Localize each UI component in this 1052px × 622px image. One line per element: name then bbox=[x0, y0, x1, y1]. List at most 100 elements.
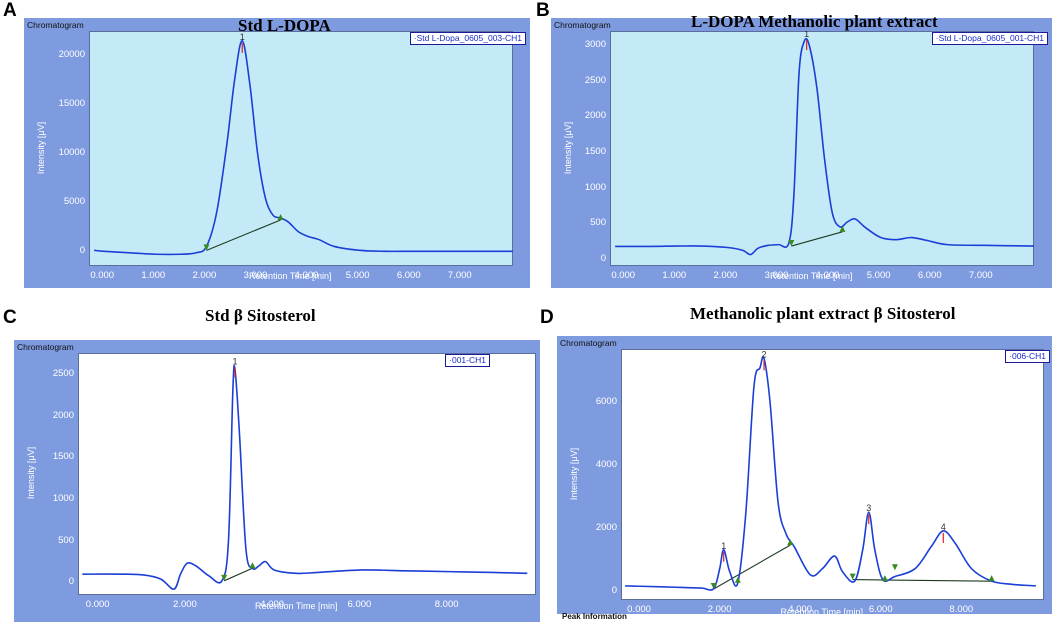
integration-marker bbox=[788, 240, 795, 247]
integration-marker bbox=[839, 225, 846, 232]
chart-frame: Chromatogram 1 ·Std L-Dopa_0605_001-CH1 0 5… bbox=[551, 18, 1052, 288]
y-tick-label: 6000 bbox=[595, 396, 617, 408]
chart-svg: 1 2 3 4 bbox=[625, 349, 1036, 591]
y-tick-label: 1500 bbox=[584, 146, 606, 158]
x-tick-label: 7.000 bbox=[447, 270, 472, 281]
y-tick-label: 2000 bbox=[595, 521, 617, 533]
integration-marker bbox=[221, 574, 228, 581]
panel-letter: B bbox=[536, 0, 550, 21]
legend: ·Std L-Dopa_0605_003-CH1 bbox=[409, 32, 526, 45]
y-axis-label: Intensity [μV] bbox=[563, 121, 573, 174]
x-axis-label: Retention Time [min] bbox=[780, 607, 864, 617]
x-tick-label: 6.000 bbox=[396, 270, 421, 281]
baseline-segment bbox=[713, 544, 791, 590]
y-tick-label: 0 bbox=[79, 245, 85, 257]
x-axis-label: Retention Time [min] bbox=[249, 271, 332, 281]
x-tick-label: 8.000 bbox=[434, 599, 459, 610]
y-tick-label: 0 bbox=[611, 584, 617, 596]
x-tick-label: 0.000 bbox=[90, 270, 115, 281]
legend: ·001-CH1 bbox=[445, 354, 490, 367]
plot-area bbox=[610, 31, 1034, 266]
legend: ·006-CH1 bbox=[1005, 350, 1050, 363]
chromatogram-trace bbox=[615, 37, 1034, 256]
x-tick-label: 3.000 bbox=[243, 270, 268, 281]
y-axis-label: Intensity [μV] bbox=[36, 121, 46, 174]
x-tick-label: 2.000 bbox=[173, 599, 197, 610]
peak-label: 1 bbox=[240, 32, 245, 42]
y-tick-label: 5000 bbox=[63, 196, 85, 208]
peak-label: 1 bbox=[804, 29, 809, 39]
x-tick-label: 7.000 bbox=[968, 270, 993, 281]
plot-area bbox=[89, 31, 513, 266]
panel-a: A Chromatogram 1 ·Std L-Dopa_0605_003-CH1… bbox=[0, 0, 530, 300]
plot-area bbox=[621, 349, 1044, 600]
x-tick-label: 8.000 bbox=[949, 604, 974, 615]
y-tick-label: 1000 bbox=[584, 181, 606, 193]
peak-label: 4 bbox=[941, 522, 946, 532]
peak-label: 2 bbox=[762, 349, 767, 359]
x-tick-label: 6.000 bbox=[868, 604, 893, 615]
integration-marker bbox=[734, 576, 741, 583]
x-tick-label: 2.000 bbox=[713, 270, 738, 281]
integration-marker bbox=[881, 575, 888, 582]
peak-label: 3 bbox=[866, 503, 871, 513]
x-axis-label: Retention Time [min] bbox=[255, 601, 338, 611]
y-tick-label: 1500 bbox=[52, 451, 74, 463]
integration-marker bbox=[277, 213, 284, 220]
y-tick-label: 3000 bbox=[584, 39, 606, 51]
legend: ·Std L-Dopa_0605_001-CH1 bbox=[931, 32, 1048, 45]
y-tick-label: 1000 bbox=[52, 493, 74, 505]
panel-letter: C bbox=[3, 307, 17, 328]
y-tick-label: 15000 bbox=[58, 98, 85, 110]
x-tick-label: 4.000 bbox=[815, 270, 840, 281]
y-tick-label: 500 bbox=[58, 534, 74, 546]
baseline-segment bbox=[791, 231, 843, 247]
x-tick-label: 0.000 bbox=[611, 270, 636, 281]
panel-c: C Chromatogram 1 ·001-CH1 0 500 1000 1500 2000… bbox=[0, 302, 540, 622]
x-tick-label: 1.000 bbox=[141, 270, 166, 281]
x-tick-label: 5.000 bbox=[866, 270, 891, 281]
y-tick-label: 20000 bbox=[58, 49, 85, 61]
integration-marker bbox=[787, 539, 794, 546]
chart-title: L-DOPA Methanolic plant extract bbox=[691, 12, 938, 31]
panel-d: D Chromatogram 1 2 3 4 ·006-CH1 0 2000 4000 6000… bbox=[540, 302, 1052, 622]
y-axis-label: Intensity [μV] bbox=[26, 446, 36, 500]
y-tick-label: 500 bbox=[590, 217, 606, 229]
chromatogram-trace bbox=[94, 39, 513, 256]
chromatogram-label: Chromatogram bbox=[17, 342, 74, 352]
chromatogram-label: Chromatogram bbox=[27, 20, 84, 30]
x-tick-label: 1.000 bbox=[662, 270, 687, 281]
chromatogram-trace bbox=[625, 355, 1036, 591]
x-tick-label: 3.000 bbox=[764, 270, 789, 281]
baseline-segment bbox=[852, 579, 992, 582]
x-tick-label: 6.000 bbox=[347, 599, 372, 610]
x-tick-label: 4.000 bbox=[260, 599, 285, 610]
chart-title: Std β Sitosterol bbox=[205, 306, 316, 325]
y-tick-label: 2500 bbox=[584, 74, 606, 86]
plot-area bbox=[78, 353, 536, 595]
y-tick-label: 2000 bbox=[52, 409, 74, 421]
x-tick-label: 5.000 bbox=[345, 270, 370, 281]
x-tick-label: 0.000 bbox=[627, 604, 651, 615]
chart-frame: Chromatogram 1 2 3 4 ·006-CH1 0 2000 4000 6000 0.… bbox=[557, 336, 1052, 617]
y-tick-label: 4000 bbox=[595, 459, 617, 471]
y-tick-label: 0 bbox=[600, 252, 606, 264]
chart-title: Std L-DOPA bbox=[238, 16, 331, 35]
chart-title: Methanolic plant extract β Sitosterol bbox=[690, 304, 956, 323]
peak-label: 1 bbox=[721, 541, 726, 551]
chart-svg: 1 bbox=[94, 32, 513, 256]
chart-svg: 1 bbox=[615, 29, 1034, 256]
peak-label: 1 bbox=[233, 357, 238, 367]
integration-marker bbox=[849, 573, 856, 580]
x-tick-label: 4.000 bbox=[788, 604, 813, 615]
panel-b: B Chromatogram 1 ·Std L-Dopa_0605_001-CH1… bbox=[533, 0, 1052, 300]
x-tick-label: 2.000 bbox=[192, 270, 217, 281]
x-axis-label: Retention Time [min] bbox=[770, 271, 853, 281]
chromatogram-label: Chromatogram bbox=[560, 338, 617, 348]
baseline-segment bbox=[206, 219, 281, 251]
y-axis-label: Intensity [μV] bbox=[569, 447, 579, 500]
integration-marker bbox=[710, 583, 717, 590]
chromatogram-label: Chromatogram bbox=[554, 20, 611, 30]
x-tick-label: 6.000 bbox=[917, 270, 942, 281]
integration-marker bbox=[891, 564, 898, 571]
